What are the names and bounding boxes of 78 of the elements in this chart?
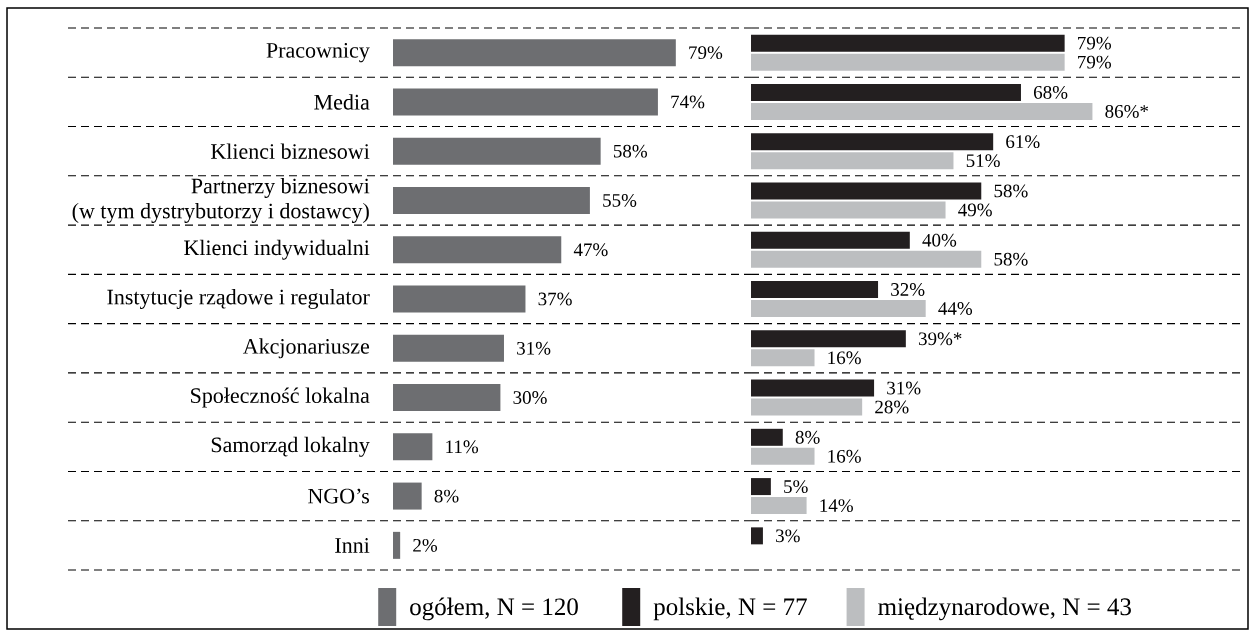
bar	[393, 236, 562, 264]
data-label: 31%	[517, 341, 551, 355]
data-label: 31%	[887, 381, 921, 395]
legend-label: ogółem, N = 120	[410, 597, 578, 621]
bar	[751, 497, 807, 515]
data-label: 79%	[689, 46, 723, 60]
bar	[393, 433, 433, 461]
bar	[751, 133, 994, 151]
bar	[751, 152, 954, 170]
bar	[751, 53, 1065, 71]
y-tick-label: Media	[314, 94, 370, 110]
data-label: 58%	[994, 184, 1028, 198]
bar	[393, 285, 526, 313]
y-tick-label: Instytucje rządowe i regulator	[107, 288, 370, 309]
data-label: 16%	[828, 449, 861, 463]
data-label: 11%	[446, 440, 479, 454]
data-label: 58%	[613, 144, 648, 158]
data-label: 79%	[1078, 36, 1112, 50]
y-tick-label: Klienci biznesowi	[210, 143, 370, 159]
bar	[751, 527, 763, 545]
data-label: 28%	[875, 400, 909, 414]
bar	[751, 182, 982, 200]
data-label: 79%	[1078, 55, 1112, 69]
data-label: 32%	[891, 283, 925, 296]
bar	[393, 384, 501, 412]
data-label: 39%*	[918, 332, 962, 346]
data-label: 86%*	[1105, 104, 1149, 118]
data-label: 8%	[795, 430, 820, 444]
bar	[393, 531, 401, 559]
y-tick-label: Akcjonariusze	[242, 338, 370, 359]
data-label: 16%	[828, 351, 861, 365]
data-label: 55%	[603, 194, 637, 207]
bar	[751, 478, 771, 496]
bar	[751, 231, 910, 249]
data-label: 68%	[1033, 85, 1068, 99]
data-label: 40%	[922, 233, 957, 247]
data-label: 2%	[413, 538, 438, 552]
data-label: 37%	[538, 292, 572, 306]
bar	[751, 250, 982, 268]
y-tick-label: Inni	[335, 538, 370, 553]
legend-label: polskie, N = 77	[653, 597, 807, 621]
data-label: 44%	[938, 302, 973, 315]
data-label: 58%	[994, 252, 1028, 266]
data-label: 14%	[820, 499, 853, 513]
data-label: 61%	[1006, 135, 1040, 149]
bar	[393, 334, 504, 362]
data-label: 3%	[776, 529, 800, 543]
data-label: 51%	[966, 154, 1000, 168]
bar	[751, 398, 863, 416]
y-tick-label: Klienci indywidualni	[184, 239, 370, 260]
bar	[393, 482, 422, 510]
data-label: 49%	[958, 203, 992, 217]
y-tick-label: Społeczność lokalna	[191, 387, 370, 408]
y-tick-label: Samorząd lokalny	[211, 436, 370, 457]
data-label: 47%	[573, 243, 608, 257]
y-tick-label: NGO’s	[308, 488, 369, 504]
bar	[393, 88, 658, 116]
bar	[751, 330, 906, 348]
y-tick-label: Pracownicy	[266, 42, 370, 63]
bar	[751, 349, 815, 367]
bar	[751, 428, 783, 446]
bar	[751, 34, 1065, 52]
bar	[751, 299, 926, 317]
data-label: 8%	[434, 489, 459, 503]
bar	[393, 186, 590, 214]
bar	[751, 379, 875, 397]
y-tick-label: Partnerzy biznesowi (w tym dystrybutorzy i dostawcy)	[72, 177, 370, 223]
bar	[393, 137, 601, 165]
bar	[751, 102, 1093, 120]
bar	[751, 280, 879, 298]
bar	[751, 83, 1021, 101]
legend-label: międzynarodowe, N = 43	[878, 597, 1131, 621]
bar	[393, 39, 676, 67]
data-label: 5%	[784, 480, 808, 494]
bar	[751, 447, 815, 465]
bar	[751, 201, 946, 219]
data-label: 74%	[671, 95, 705, 109]
data-label: 30%	[513, 391, 547, 404]
